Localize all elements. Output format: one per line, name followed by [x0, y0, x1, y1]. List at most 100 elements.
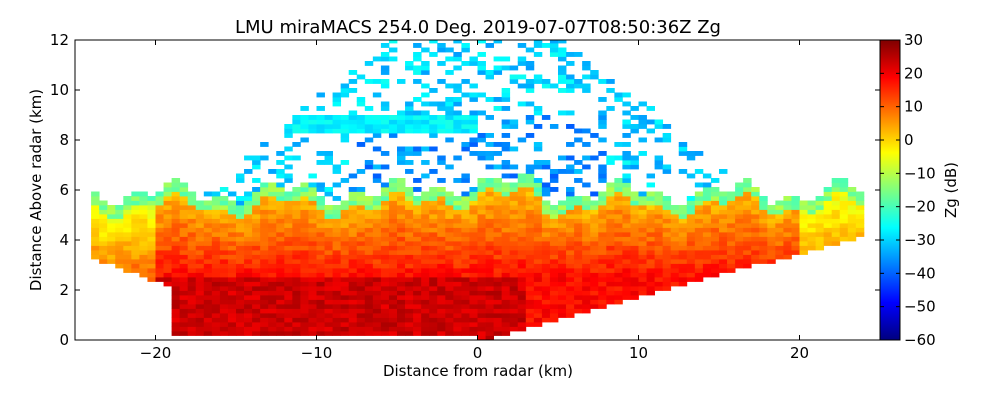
reflectivity-cell [437, 214, 446, 219]
reflectivity-cell [525, 164, 535, 170]
reflectivity-cell [437, 277, 446, 282]
reflectivity-cell [751, 236, 760, 242]
reflectivity-cell [437, 101, 446, 107]
reflectivity-cell [195, 209, 205, 215]
reflectivity-cell [227, 214, 237, 219]
reflectivity-cell [147, 205, 156, 210]
reflectivity-cell [549, 223, 559, 228]
reflectivity-cell [397, 268, 406, 273]
reflectivity-cell [469, 128, 478, 134]
reflectivity-cell [195, 277, 205, 282]
reflectivity-cell [139, 272, 148, 278]
reflectivity-cell [517, 281, 527, 287]
reflectivity-cell [694, 277, 704, 282]
reflectivity-cell [179, 281, 189, 287]
reflectivity-cell [340, 295, 350, 300]
reflectivity-cell [735, 245, 744, 251]
reflectivity-cell [300, 245, 309, 251]
reflectivity-cell [710, 236, 720, 242]
reflectivity-cell [485, 155, 494, 161]
reflectivity-cell [686, 200, 696, 206]
reflectivity-cell [493, 187, 503, 192]
reflectivity-cell [662, 209, 672, 215]
reflectivity-cell [115, 263, 124, 269]
reflectivity-cell [107, 241, 116, 246]
reflectivity-cell [517, 286, 527, 291]
reflectivity-cell [324, 115, 333, 120]
reflectivity-cell [244, 313, 253, 318]
reflectivity-cell [461, 295, 470, 300]
reflectivity-cell [702, 191, 712, 197]
reflectivity-cell [300, 317, 309, 323]
reflectivity-cell [340, 205, 350, 210]
reflectivity-cell [493, 317, 503, 323]
reflectivity-cell [244, 290, 253, 296]
reflectivity-cell [348, 245, 358, 251]
reflectivity-cell [316, 196, 325, 201]
reflectivity-cell [171, 232, 181, 237]
reflectivity-cell [437, 218, 446, 224]
reflectivity-cell [300, 313, 309, 318]
reflectivity-cell [517, 250, 527, 255]
reflectivity-cell [469, 263, 478, 269]
reflectivity-cell [155, 272, 164, 278]
reflectivity-cell [694, 196, 704, 201]
reflectivity-cell [388, 304, 398, 309]
reflectivity-cell [501, 133, 511, 138]
reflectivity-cell [727, 191, 736, 197]
reflectivity-cell [211, 295, 221, 300]
reflectivity-cell [574, 245, 583, 251]
reflectivity-cell [662, 254, 672, 260]
reflectivity-cell [566, 277, 575, 282]
reflectivity-cell [574, 295, 583, 300]
reflectivity-cell [654, 272, 664, 278]
reflectivity-cell [525, 286, 535, 291]
reflectivity-cell [566, 214, 575, 219]
reflectivity-cell [453, 259, 462, 264]
reflectivity-cell [421, 160, 430, 165]
reflectivity-cell [397, 259, 406, 264]
reflectivity-cell [533, 227, 543, 233]
reflectivity-cell [582, 272, 591, 278]
reflectivity-cell [99, 245, 108, 251]
reflectivity-cell [332, 313, 342, 318]
reflectivity-cell [203, 295, 213, 300]
reflectivity-cell [268, 196, 277, 201]
reflectivity-cell [187, 191, 197, 197]
reflectivity-cell [380, 245, 390, 251]
reflectivity-cell [195, 223, 205, 228]
reflectivity-cell [99, 205, 108, 210]
reflectivity-cell [598, 200, 607, 206]
reflectivity-cell [453, 128, 462, 134]
reflectivity-cell [493, 209, 503, 215]
reflectivity-cell [469, 268, 478, 273]
colorbar-tick-label: −40 [904, 264, 936, 282]
reflectivity-cell [477, 137, 486, 143]
reflectivity-cell [252, 205, 261, 210]
reflectivity-cell [332, 209, 342, 215]
reflectivity-cell [171, 295, 181, 300]
reflectivity-cell [324, 119, 333, 125]
reflectivity-cell [372, 232, 382, 237]
reflectivity-cell [300, 268, 309, 273]
reflectivity-cell [598, 272, 607, 278]
reflectivity-cell [300, 331, 309, 336]
reflectivity-cell [445, 70, 454, 75]
reflectivity-cell [348, 317, 358, 323]
reflectivity-cell [437, 322, 446, 327]
reflectivity-cell [751, 232, 760, 237]
reflectivity-cell [759, 209, 768, 215]
reflectivity-cell [131, 245, 140, 251]
reflectivity-cell [783, 254, 792, 260]
reflectivity-cell [372, 295, 382, 300]
reflectivity-cell [236, 277, 245, 282]
reflectivity-cell [195, 227, 205, 233]
reflectivity-cell [622, 142, 631, 147]
reflectivity-cell [195, 268, 205, 273]
reflectivity-cell [372, 277, 382, 282]
reflectivity-cell [558, 241, 567, 246]
reflectivity-cell [244, 254, 253, 260]
reflectivity-cell [702, 227, 712, 233]
reflectivity-cell [139, 218, 148, 224]
reflectivity-cell [598, 137, 607, 143]
